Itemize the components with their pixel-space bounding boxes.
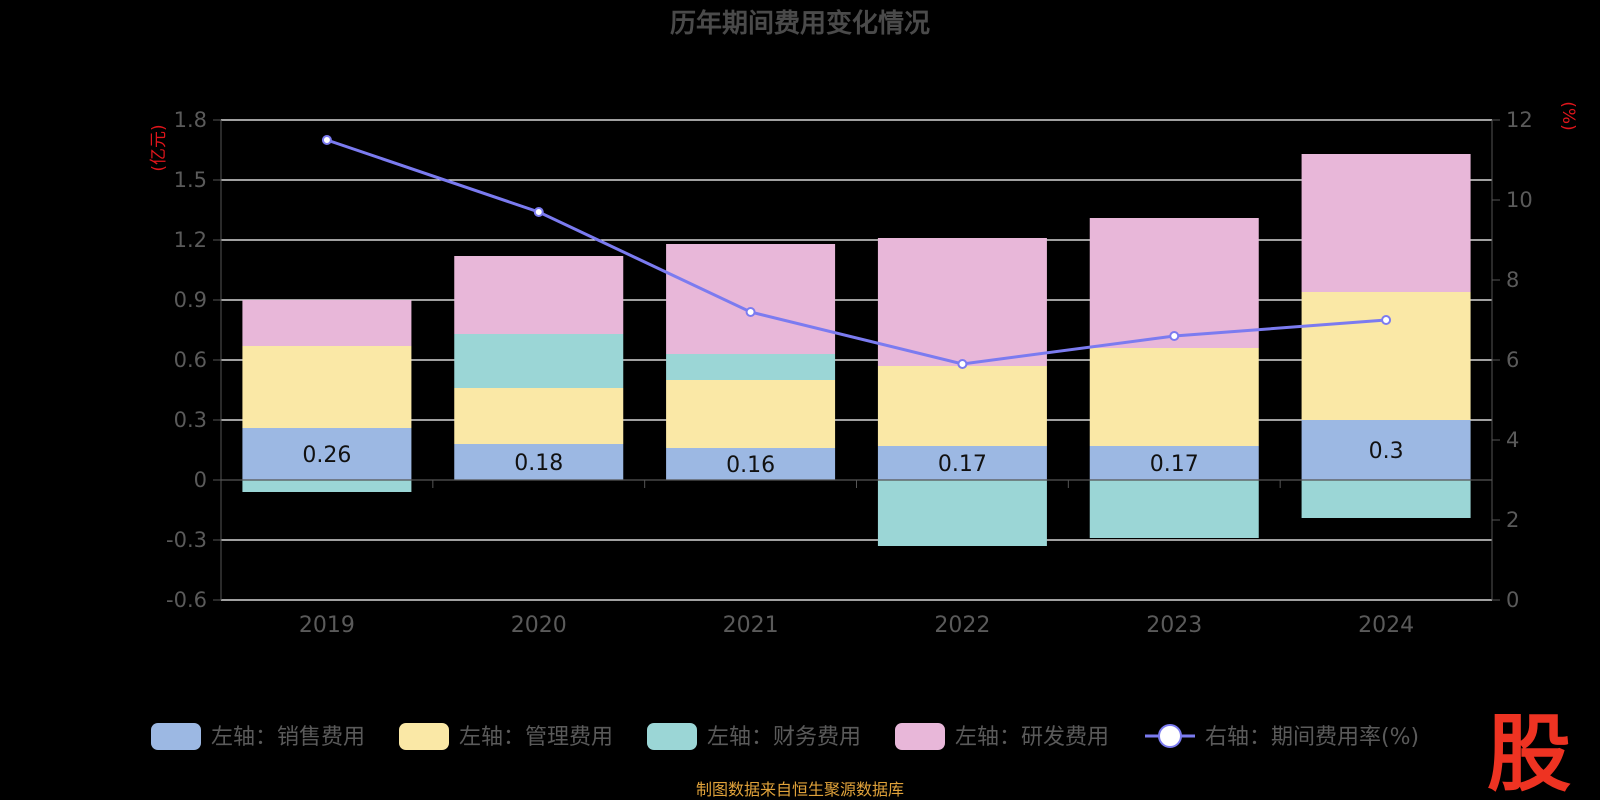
rate-point: [745, 307, 756, 317]
bar-segment: [666, 354, 836, 380]
source-note: 制图数据来自恒生聚源数据库: [696, 780, 904, 799]
right-tick-label: 4: [1506, 428, 1519, 452]
rate-point: [957, 359, 968, 369]
bar-segment: [877, 366, 1047, 446]
bar-segment: [1089, 446, 1259, 480]
bar-segment: [454, 444, 624, 480]
legend-label: 左轴：销售费用: [211, 725, 365, 750]
rate-point: [321, 135, 332, 145]
bar-segment: [877, 480, 1047, 546]
x-tick-label: 2023: [1146, 613, 1202, 638]
left-tick-label: 0.3: [174, 408, 207, 432]
legend-swatch: [895, 723, 945, 750]
legend-label: 左轴：管理费用: [459, 725, 613, 750]
x-tick-label: 2024: [1358, 613, 1414, 638]
bar-segment: [1301, 154, 1471, 292]
bar-segment: [1089, 348, 1259, 446]
bar-segment: [1089, 480, 1259, 538]
left-tick-label: -0.6: [166, 588, 207, 612]
bar-segment: [666, 380, 836, 448]
data-label: 0.17: [938, 452, 987, 477]
x-tick-label: 2019: [299, 613, 355, 638]
data-label: 0.17: [1150, 452, 1199, 477]
left-tick-label: 0.6: [174, 348, 207, 372]
bars: [242, 154, 1471, 546]
right-tick-label: 12: [1506, 108, 1533, 132]
bar-segment: [877, 446, 1047, 480]
data-label: 0.18: [514, 451, 563, 476]
left-tick-label: 1.2: [174, 228, 207, 252]
rate-line-path: [326, 138, 1387, 366]
right-tick-label: 0: [1506, 588, 1519, 612]
rate-line: [321, 135, 1392, 369]
bar-segment: [242, 346, 412, 428]
legend-line-marker: [1158, 724, 1182, 748]
x-tick-label: 2020: [511, 613, 567, 638]
bar-segment: [242, 300, 412, 346]
bar-segment: [242, 428, 412, 480]
logo: 股: [1487, 704, 1571, 800]
legend-swatch: [399, 723, 449, 750]
bar-segment: [1301, 292, 1471, 420]
legend-label: 右轴：期间费用率(%): [1205, 725, 1419, 750]
axes: 1.8 1.5 1.2 0.9 0.6 0.3 0 -0.3 -0.6 12 10 8 6 4 2 0 2019…: [166, 108, 1533, 638]
legend-label: 左轴：研发费用: [955, 725, 1109, 750]
chart-title: 历年期间费用变化情况: [670, 8, 930, 39]
bar-segment: [877, 238, 1047, 366]
bar-segment: [454, 334, 624, 388]
left-axis-unit: (亿元): [149, 124, 169, 171]
x-tick-label: 2022: [934, 613, 990, 638]
left-tick-label: 1.5: [174, 168, 207, 192]
bar-segment: [1301, 480, 1471, 518]
bar-segment: [666, 244, 836, 354]
legend-swatch: [151, 723, 201, 750]
left-tick-label: 0: [194, 468, 207, 492]
right-axis-unit: (%): [1558, 101, 1578, 130]
rate-point: [1169, 331, 1180, 341]
data-label: 0.3: [1369, 439, 1404, 464]
left-tick-label: 1.8: [174, 108, 207, 132]
right-tick-label: 10: [1506, 188, 1533, 212]
bar-segment: [454, 388, 624, 444]
legend-swatch: [647, 723, 697, 750]
legend-label: 左轴：财务费用: [707, 725, 861, 750]
x-tick-label: 2021: [723, 613, 779, 638]
bar-segment: [666, 448, 836, 480]
left-tick-label: 0.9: [174, 288, 207, 312]
legend[interactable]: 左轴：销售费用 左轴：管理费用 左轴：财务费用 左轴：研发费用 右轴：期间费用率(%): [151, 723, 1419, 750]
left-tick-label: -0.3: [166, 528, 207, 552]
bar-segment: [1301, 420, 1471, 480]
data-labels: 0.26 0.18 0.16 0.17 0.17 0.3: [302, 439, 1403, 478]
data-label: 0.26: [302, 443, 351, 468]
rate-point: [533, 207, 544, 217]
right-tick-label: 8: [1506, 268, 1519, 292]
grid: [221, 119, 1492, 601]
bar-segment: [1089, 218, 1259, 348]
bar-segment: [242, 480, 412, 492]
right-tick-label: 6: [1506, 348, 1519, 372]
right-tick-label: 2: [1506, 508, 1519, 532]
rate-point: [1381, 315, 1392, 325]
data-label: 0.16: [726, 453, 775, 478]
bar-segment: [454, 256, 624, 334]
